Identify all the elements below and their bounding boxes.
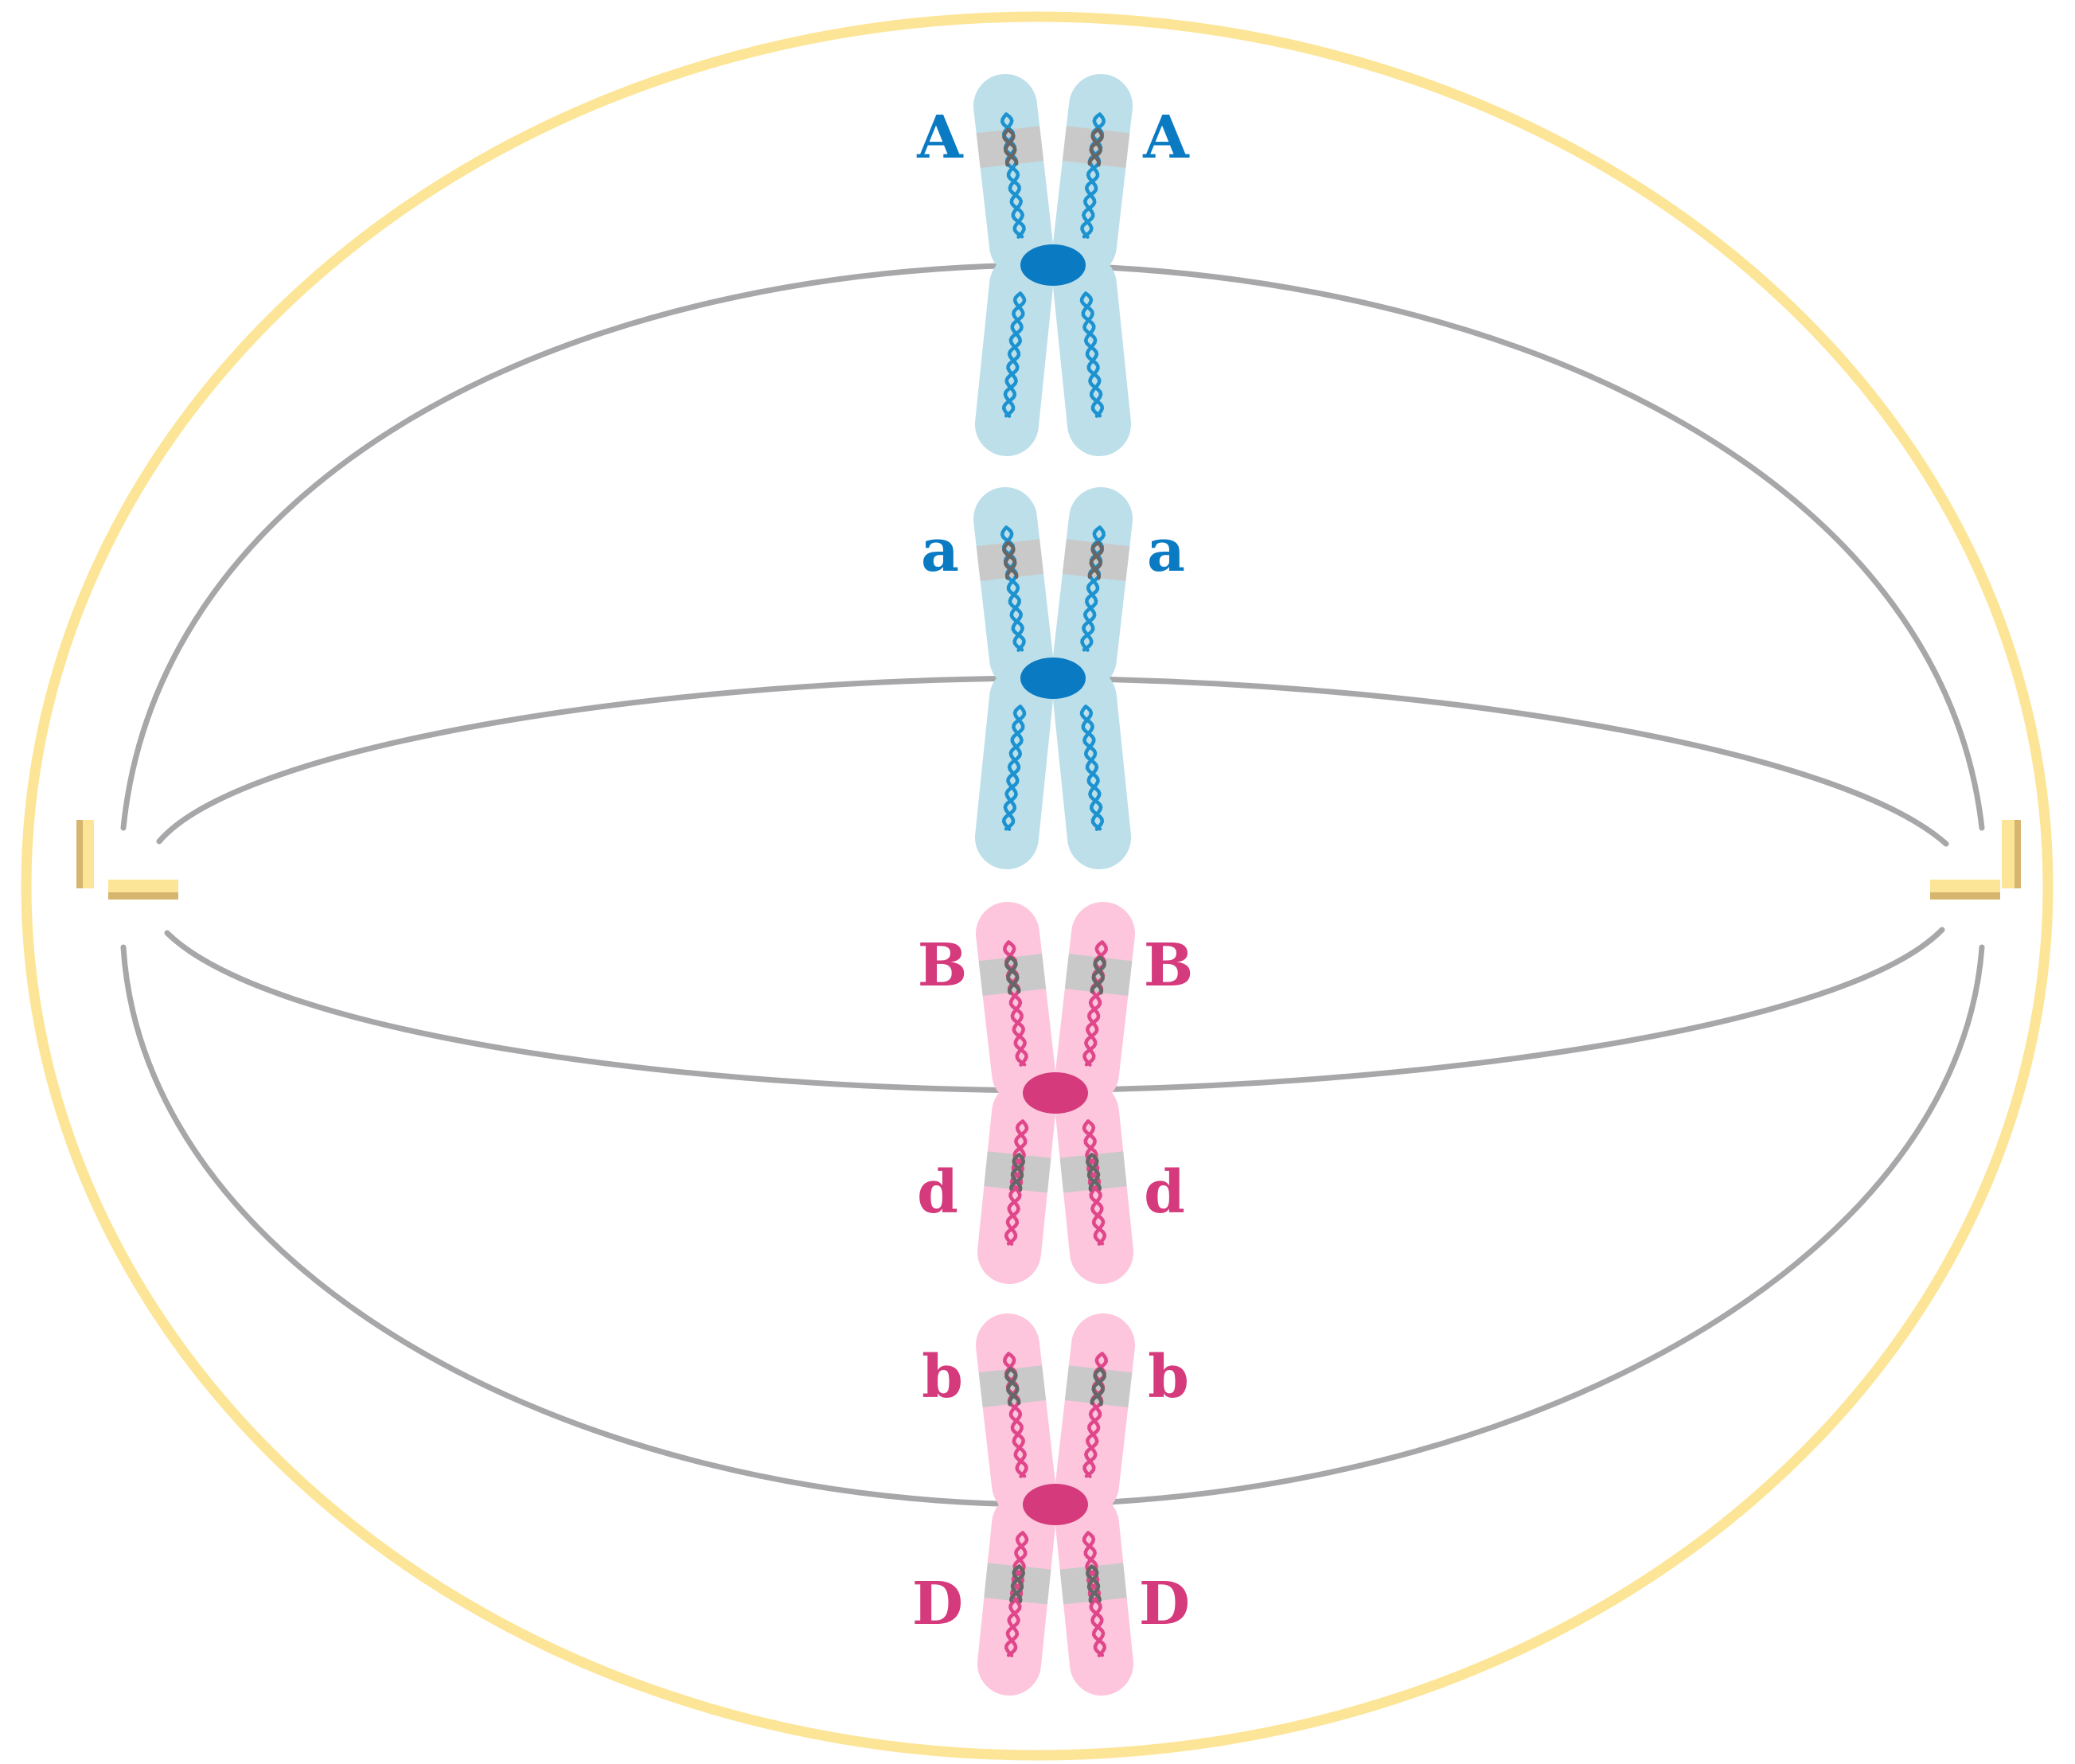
centromere — [1023, 1484, 1088, 1525]
chromatid-arm — [977, 1081, 1055, 1284]
gene-label-upper-left: A — [916, 103, 964, 172]
chromatid-arm — [975, 253, 1053, 456]
dna-strand-band — [1091, 1367, 1106, 1407]
gene-label-lower-left: d — [917, 1158, 958, 1227]
dna-strand-band — [1086, 1564, 1101, 1604]
dna-strand — [1004, 1531, 1028, 1657]
chromatid-arm — [1053, 666, 1131, 869]
chromosome-4: b b D D — [912, 1313, 1190, 1696]
dna-strand — [1083, 1531, 1107, 1657]
centromere — [1020, 244, 1086, 286]
chromatid-arm — [1055, 1313, 1135, 1516]
gene-label-upper-right: a — [1147, 517, 1185, 585]
gene-label-lower-left: D — [912, 1570, 963, 1638]
centromere — [1020, 658, 1086, 699]
gene-label-upper-left: b — [922, 1343, 963, 1411]
dna-strand-band — [1006, 1367, 1021, 1406]
dna-strand-band — [1090, 1367, 1105, 1406]
dna-strand-band — [1010, 1153, 1025, 1192]
chromatid-arm — [976, 902, 1055, 1105]
chromatid-arm — [1055, 1081, 1133, 1284]
dna-strand-band — [1089, 541, 1104, 580]
dna-strand — [1079, 291, 1103, 418]
gene-label-upper-left: B — [918, 931, 968, 1000]
dna-strand — [1001, 291, 1025, 418]
chromosome-3: B Bd d — [917, 902, 1194, 1284]
dna-strand-band — [1004, 1367, 1020, 1407]
centriole-icon — [1930, 820, 2021, 900]
dna-strand — [1082, 1531, 1106, 1657]
dna-strand-band — [1091, 955, 1106, 995]
gene-label-lower-right: d — [1144, 1158, 1185, 1227]
dna-strand-band — [1010, 1564, 1025, 1604]
dna-strand — [1083, 1119, 1107, 1246]
dna-strand — [1001, 704, 1025, 831]
gene-label-lower-right: D — [1139, 1570, 1190, 1638]
chromatid-arm — [1055, 902, 1135, 1105]
centrioles — [76, 820, 2021, 900]
spindle-fibers — [120, 262, 1985, 1508]
dna-strand-band — [1086, 1153, 1101, 1192]
centriole-icon — [76, 820, 178, 900]
dna-strand-band — [1004, 541, 1019, 580]
dna-strand-band — [1009, 1564, 1024, 1602]
cell-membrane — [21, 11, 2054, 1761]
chromatid-arm — [975, 666, 1053, 869]
centromere — [1023, 1072, 1088, 1114]
dna-strand — [1004, 1119, 1028, 1246]
dna-strand — [1079, 704, 1103, 831]
gene-label-upper-right: b — [1148, 1343, 1189, 1411]
chromatid-arm — [976, 1313, 1055, 1516]
dna-strand-band — [1090, 955, 1105, 994]
gene-label-upper-left: a — [921, 517, 959, 585]
cell-membrane-icon — [21, 11, 2054, 1761]
dna-strand — [1082, 1119, 1106, 1246]
dna-strand-band — [1087, 541, 1102, 580]
chromatid-arm — [973, 487, 1053, 690]
chromosomes: A Aa aB Bd db bD D — [912, 74, 1194, 1696]
dna-strand — [1003, 291, 1027, 418]
dna-strand-band — [1086, 1153, 1102, 1191]
chromatid-arm — [1055, 1493, 1133, 1696]
chromatid-arm — [973, 74, 1053, 277]
dna-strand — [1003, 704, 1027, 831]
dna-strand-band — [1006, 955, 1021, 994]
dna-strand-band — [1004, 955, 1020, 995]
dna-strand-band — [1004, 127, 1019, 166]
chromatid-arm — [977, 1493, 1055, 1696]
dna-strand-band — [1089, 127, 1104, 167]
chromatid-arm — [1053, 253, 1131, 456]
dna-strand-band — [1086, 1564, 1102, 1602]
chromatid-arm — [1053, 74, 1133, 277]
gene-label-upper-right: B — [1144, 931, 1194, 1000]
dna-strand — [1081, 291, 1105, 418]
dna-strand — [1005, 1119, 1029, 1246]
dna-strand-band — [1002, 127, 1017, 167]
dna-strand-band — [1002, 541, 1017, 580]
gene-label-upper-right: A — [1142, 103, 1190, 172]
dna-strand — [1005, 1531, 1029, 1657]
dna-strand — [1081, 704, 1105, 831]
chromatid-arm — [1053, 487, 1133, 690]
dna-strand-band — [1009, 1153, 1024, 1191]
dna-strand-band — [1087, 127, 1102, 166]
